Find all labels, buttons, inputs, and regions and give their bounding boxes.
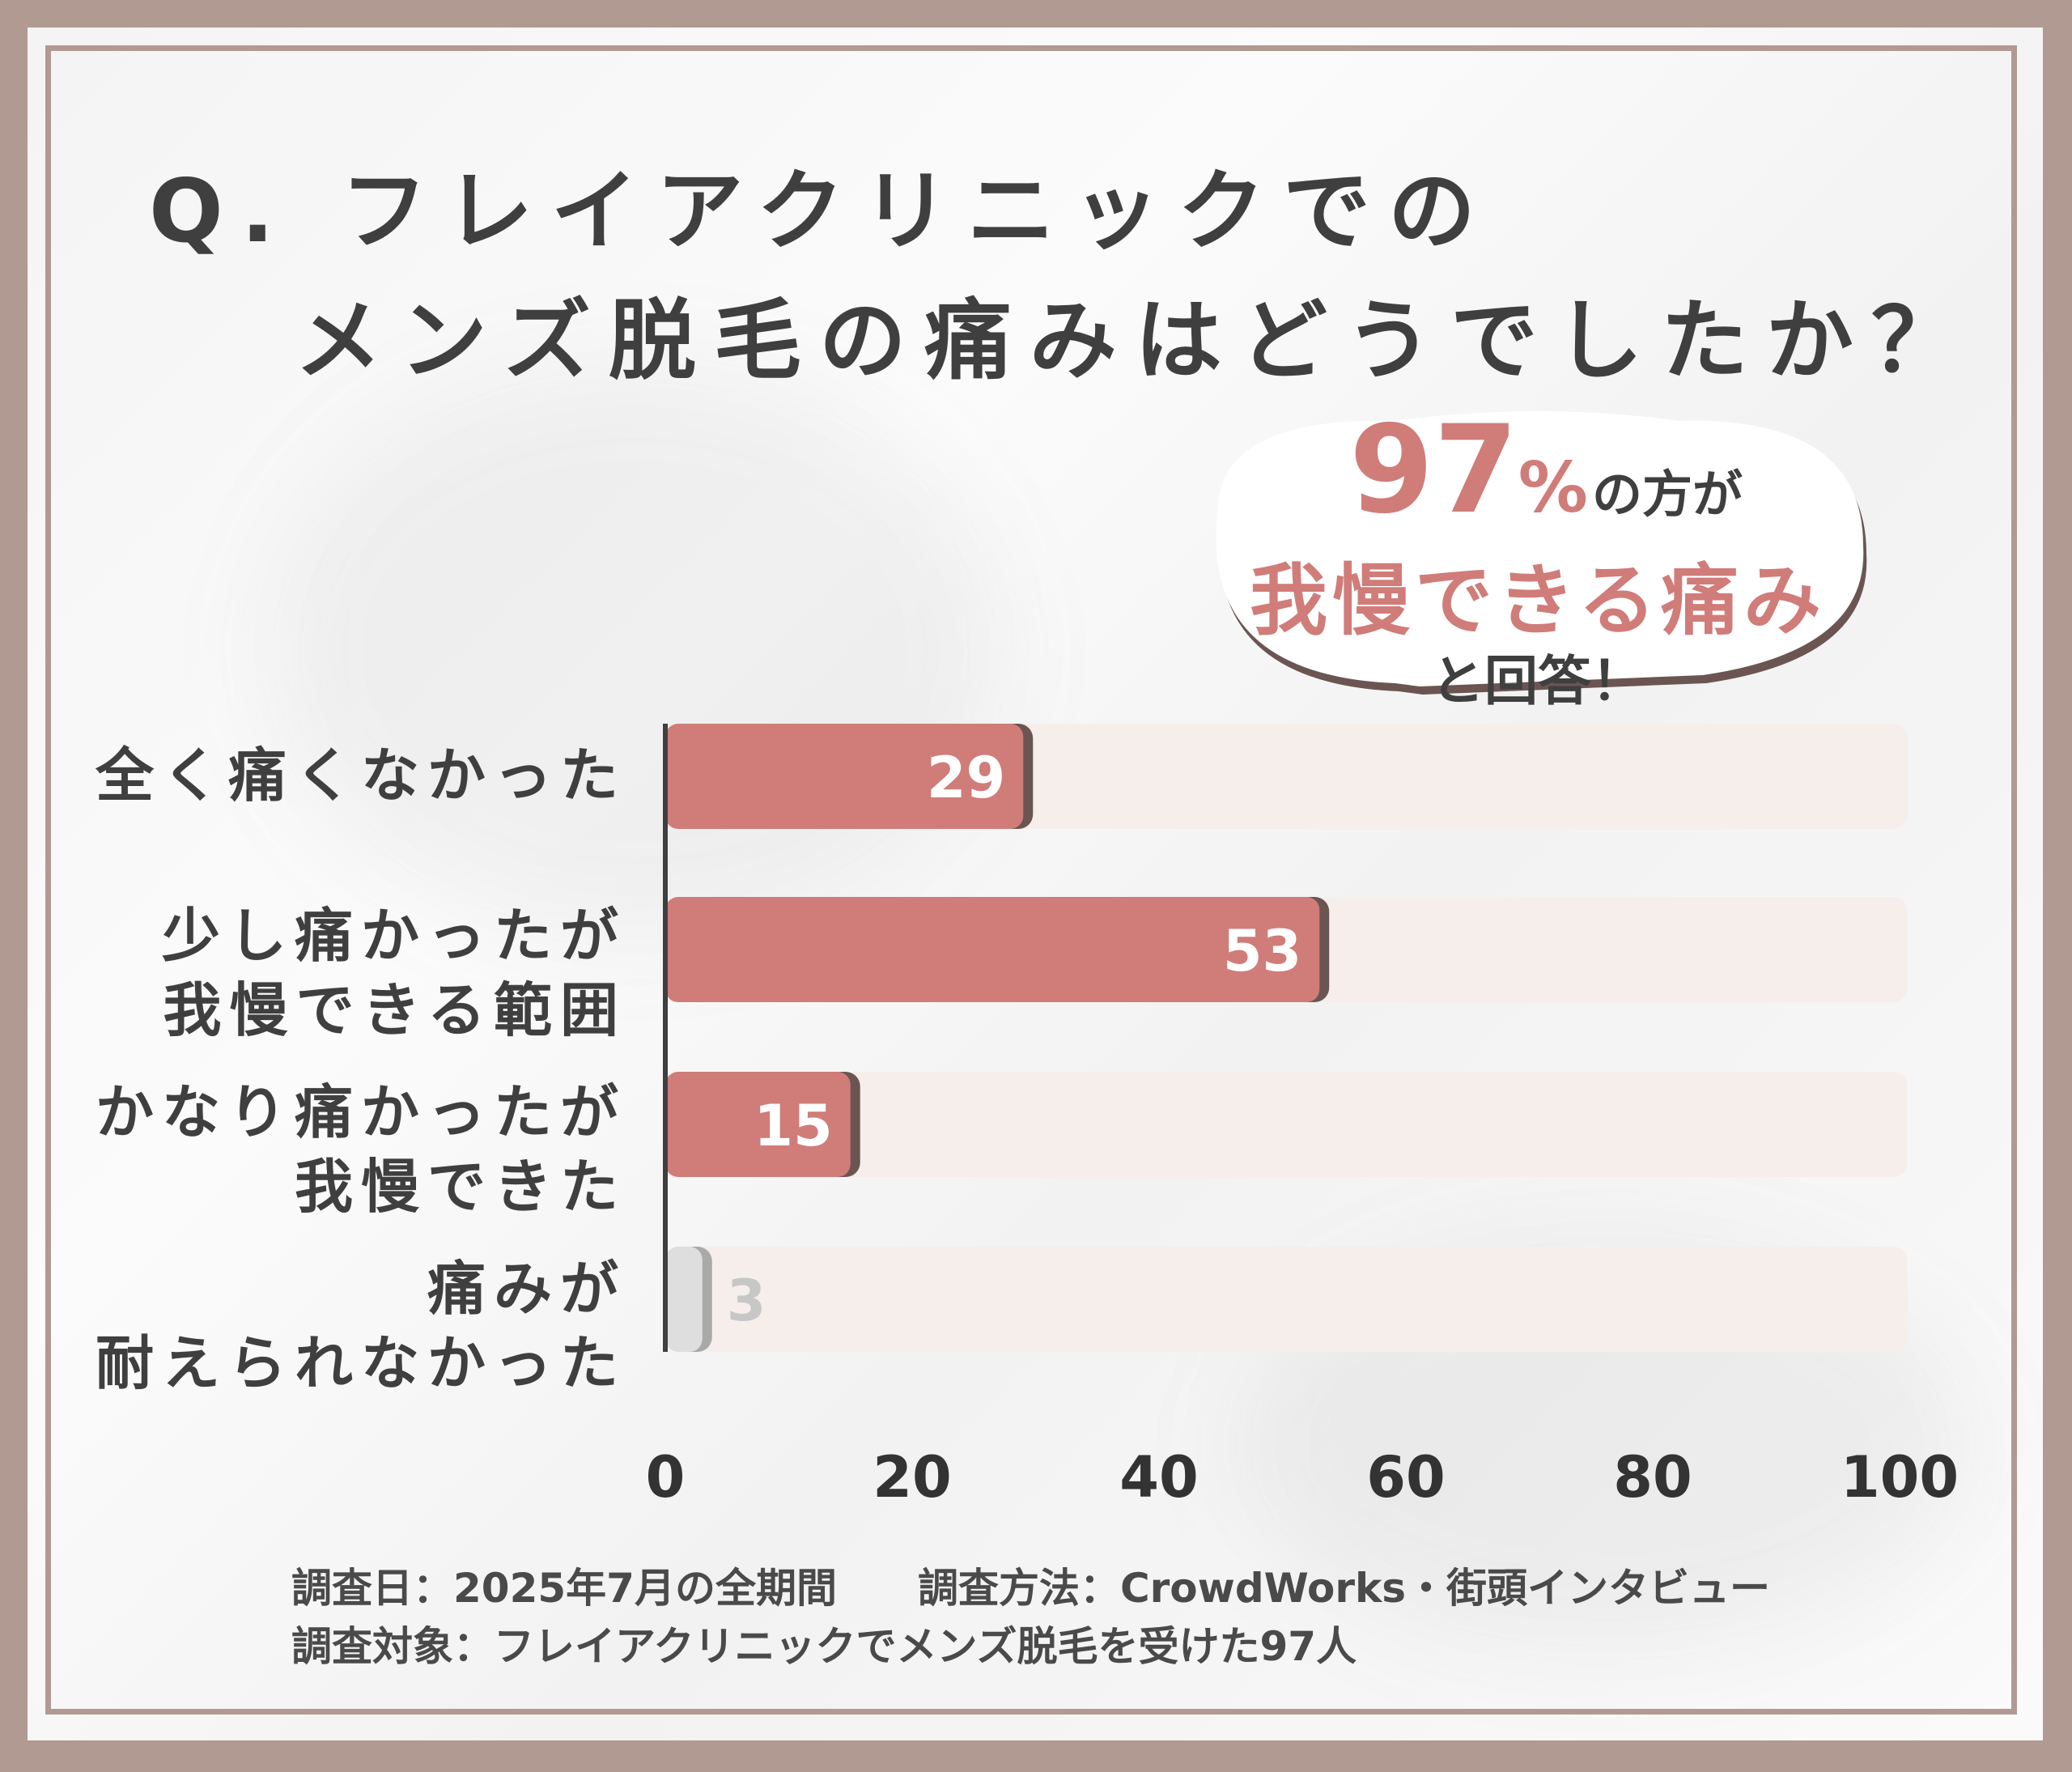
x-tick-20: 20 <box>873 1444 952 1511</box>
background-shadow <box>270 368 999 934</box>
bar-value-label: 29 <box>927 745 1005 811</box>
x-tick-60: 60 <box>1366 1444 1446 1511</box>
callout-text-1: の方が <box>1592 465 1743 524</box>
bar <box>665 897 1320 1002</box>
infographic-card: Q. フレイアクリニックでの メンズ脱毛の痛みはどうでしたか？ 97% の方が … <box>28 28 2043 1740</box>
x-tick-100: 100 <box>1840 1444 1959 1511</box>
bar-value-label: 3 <box>727 1268 766 1334</box>
inner-frame <box>45 45 2017 1715</box>
survey-info-line-2: 調査対象：フレイアクリニックでメンズ脱毛を受けた97人 <box>291 1623 1357 1670</box>
callout-bubble: 97% の方が 我慢できる痛み と回答！ <box>1185 400 1891 735</box>
title-line-1: Q. フレイアクリニックでの <box>149 161 1494 262</box>
category-label-4: 痛みが 耐えられなかった <box>95 1255 626 1397</box>
x-tick-0: 0 <box>645 1444 686 1511</box>
bar-value-label: 53 <box>1223 918 1301 984</box>
survey-info-line-1: 調査日：2025年7月の全期間 調査方法：CrowdWorks・街頭インタビュー <box>291 1565 1771 1612</box>
x-tick-40: 40 <box>1119 1444 1199 1511</box>
bar <box>665 1247 703 1352</box>
bubble-shape <box>1216 411 1867 695</box>
bar-chart: 29 53 15 3 <box>663 724 1908 1352</box>
bar <box>665 1072 851 1177</box>
category-label-1: 全く痛くなかった <box>95 742 626 810</box>
callout-highlight: 我慢できる痛み <box>1249 555 1827 646</box>
category-label-3: かなり痛かったが 我慢できた <box>95 1078 626 1221</box>
callout-percent: % <box>1518 448 1588 529</box>
bar-value-label: 15 <box>754 1093 832 1159</box>
category-label-2: 少し痛かったが 我慢できる範囲 <box>161 902 626 1044</box>
title-line-2: メンズ脱毛の痛みはどうでしたか？ <box>295 291 1976 392</box>
bar <box>665 724 1024 829</box>
x-tick-80: 80 <box>1613 1444 1692 1511</box>
callout-number: 97 <box>1348 400 1518 541</box>
callout-text-2: と回答！ <box>1431 650 1645 712</box>
bar-track <box>665 1072 1908 1177</box>
bar-track <box>665 1247 1908 1352</box>
